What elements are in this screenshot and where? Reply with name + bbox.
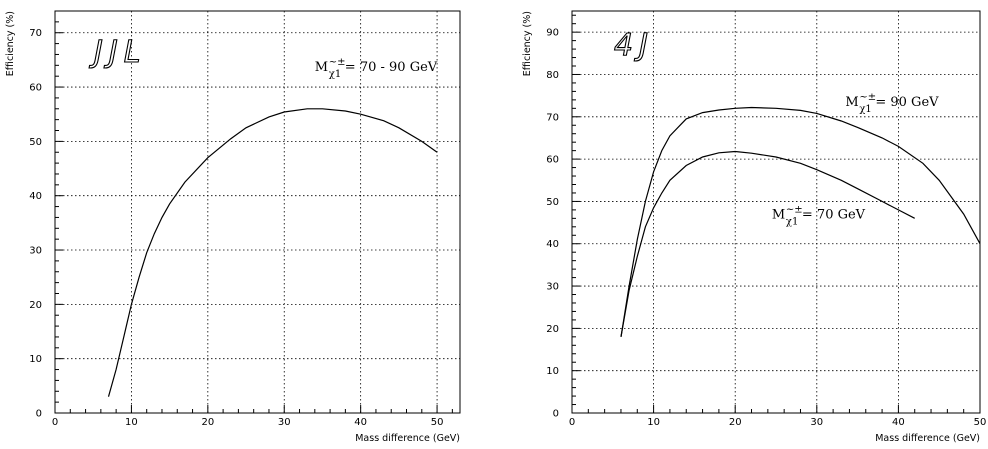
series-line-2: [620, 150, 915, 337]
annotation-value: = 90 GeV: [875, 95, 939, 110]
y-tick-label: 80: [546, 70, 559, 81]
x-tick-label: 10: [647, 417, 660, 428]
x-tick-label: 50: [974, 417, 987, 428]
series-line-1: [620, 106, 981, 337]
annotation-symbol: ~±: [329, 57, 346, 68]
y-tick-label: 30: [546, 282, 559, 293]
y-tick-label: 0: [36, 409, 42, 420]
chart-panel-1: 0 10 20 30 40 50 0 10 20 30 40 50 60 70 Mass differenc…: [5, 10, 461, 444]
x-tick-label: 30: [810, 417, 823, 428]
annotation-symbol: ~±: [786, 204, 803, 215]
y-tick-label: 30: [29, 246, 42, 257]
series-line-1: [107, 108, 438, 397]
annotation-label: M: [772, 207, 785, 222]
x-axis-label: Mass difference (GeV): [355, 433, 460, 444]
y-tick-label: 20: [29, 300, 42, 311]
y-tick-label: 40: [546, 239, 559, 250]
x-tick-label: 10: [125, 417, 138, 428]
annotation-value: = 70 - 90 GeV: [345, 60, 438, 75]
y-tick-label: 50: [29, 137, 42, 148]
x-tick-label: 40: [354, 417, 367, 428]
x-tick-label: 0: [52, 417, 58, 428]
x-axis-label: Mass difference (GeV): [875, 433, 980, 444]
y-tick-label: 70: [29, 28, 42, 39]
series-annotation-2: M ~±χ1 = 70 GeV: [772, 204, 866, 227]
annotation-symbol: ~±: [859, 92, 876, 103]
x-tick-label: 30: [278, 417, 291, 428]
chart-panel-2: 0 10 20 30 40 50 0 10 20 30 40 50 60 70 80 90 Mass diffe…: [522, 10, 987, 444]
x-tick-label: 40: [892, 417, 905, 428]
annotation-subscript: χ1: [859, 104, 871, 115]
annotation-subscript: χ1: [329, 69, 341, 80]
series-annotation-1: M ~±χ1 = 70 - 90 GeV: [315, 57, 438, 80]
annotation-label: M: [315, 60, 328, 75]
y-tick-label: 20: [546, 324, 559, 335]
plot-frame: [54, 10, 461, 414]
panel-badge: JJL: [89, 35, 146, 70]
y-tick-label: 10: [29, 354, 42, 365]
annotation-subscript: χ1: [786, 216, 798, 227]
y-tick-label: 0: [553, 409, 559, 420]
y-axis-label: Efficiency (%): [522, 11, 533, 76]
y-tick-label: 60: [29, 83, 42, 94]
y-tick-label: 50: [546, 197, 559, 208]
annotation-label: M: [845, 95, 858, 110]
y-axis-label: Efficiency (%): [5, 11, 16, 76]
plot-frame: [571, 10, 981, 414]
annotation-value: = 70 GeV: [802, 207, 866, 222]
y-tick-label: 90: [546, 28, 559, 39]
y-tick-label: 70: [546, 112, 559, 123]
y-tick-label: 10: [546, 366, 559, 377]
y-tick-label: 60: [546, 155, 559, 166]
y-tick-label: 40: [29, 191, 42, 202]
x-tick-label: 0: [569, 417, 575, 428]
x-tick-label: 20: [201, 417, 214, 428]
x-tick-label: 50: [431, 417, 444, 428]
series-annotation-1: M ~±χ1 = 90 GeV: [845, 92, 939, 115]
x-tick-label: 20: [729, 417, 742, 428]
panel-badge: 4J: [614, 28, 654, 63]
